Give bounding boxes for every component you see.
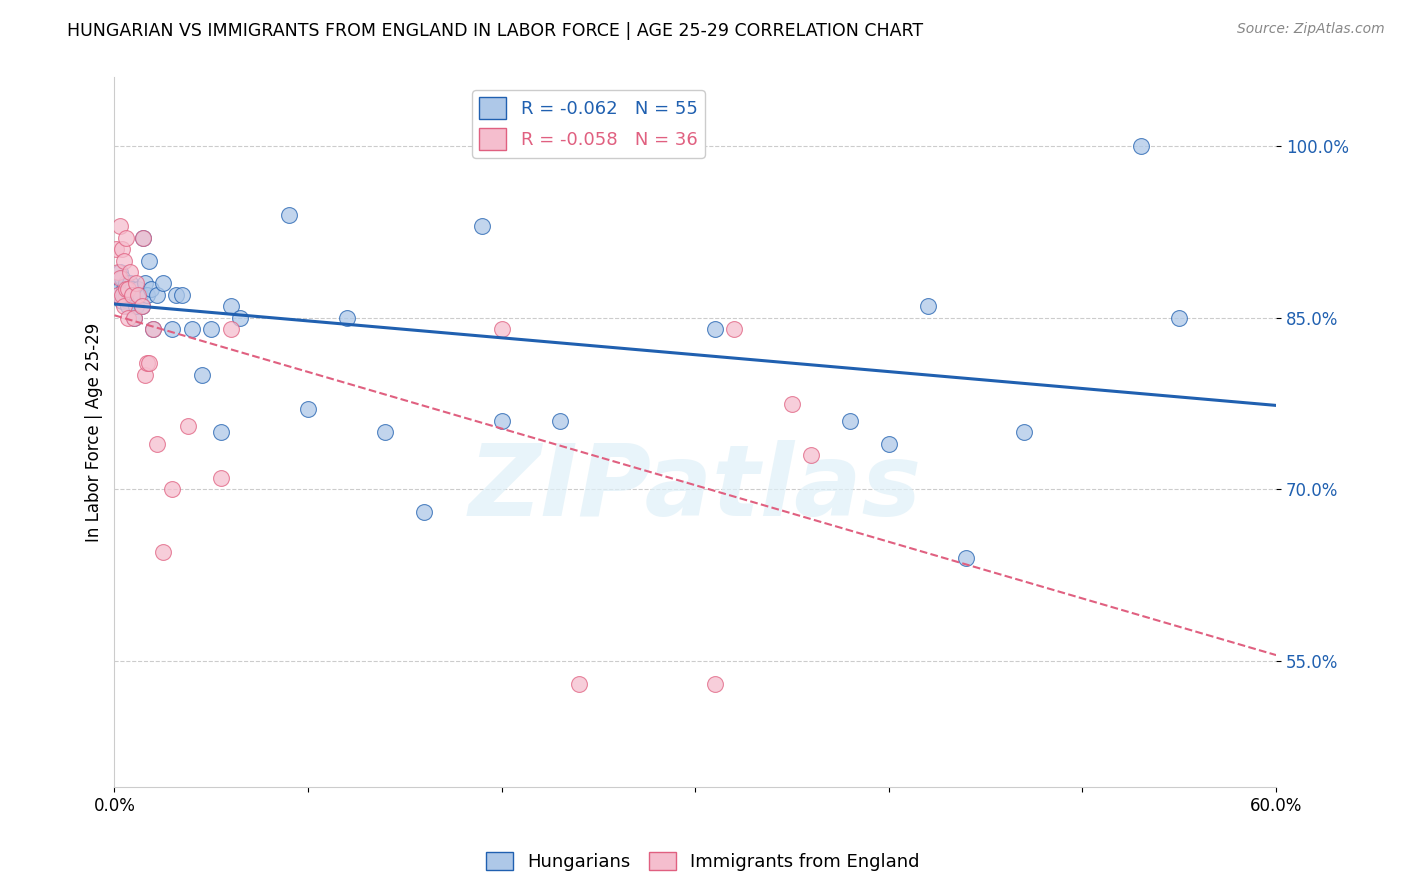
Legend: R = -0.062   N = 55, R = -0.058   N = 36: R = -0.062 N = 55, R = -0.058 N = 36 bbox=[472, 90, 704, 158]
Point bbox=[131, 299, 153, 313]
Point bbox=[800, 448, 823, 462]
Point bbox=[877, 436, 900, 450]
Point bbox=[110, 265, 132, 279]
Point bbox=[118, 277, 141, 291]
Point bbox=[105, 282, 128, 296]
Point bbox=[955, 551, 977, 566]
Y-axis label: In Labor Force | Age 25-29: In Labor Force | Age 25-29 bbox=[86, 323, 103, 541]
Point bbox=[112, 253, 135, 268]
Point bbox=[115, 230, 138, 244]
Point bbox=[127, 282, 149, 296]
Point bbox=[125, 299, 148, 313]
Point bbox=[491, 414, 513, 428]
Point bbox=[142, 322, 165, 336]
Point bbox=[111, 242, 134, 256]
Point bbox=[723, 322, 745, 336]
Point bbox=[471, 219, 494, 234]
Point bbox=[115, 282, 138, 296]
Point bbox=[172, 288, 194, 302]
Point bbox=[105, 242, 128, 256]
Point bbox=[839, 414, 862, 428]
Point bbox=[200, 322, 222, 336]
Point bbox=[219, 299, 242, 313]
Point bbox=[413, 505, 436, 519]
Point bbox=[136, 356, 159, 370]
Point bbox=[118, 265, 141, 279]
Point bbox=[127, 288, 149, 302]
Legend: Hungarians, Immigrants from England: Hungarians, Immigrants from England bbox=[479, 845, 927, 879]
Point bbox=[115, 277, 138, 291]
Point bbox=[110, 282, 132, 296]
Point bbox=[112, 282, 135, 296]
Point bbox=[112, 288, 135, 302]
Point bbox=[110, 270, 132, 285]
Point bbox=[107, 288, 129, 302]
Point bbox=[162, 322, 184, 336]
Point bbox=[121, 282, 143, 296]
Point bbox=[111, 270, 134, 285]
Point bbox=[117, 293, 139, 308]
Point bbox=[152, 277, 174, 291]
Point bbox=[146, 436, 169, 450]
Point bbox=[117, 310, 139, 325]
Point bbox=[1014, 425, 1036, 439]
Point bbox=[336, 310, 359, 325]
Point bbox=[134, 277, 156, 291]
Point bbox=[118, 288, 141, 302]
Point bbox=[107, 288, 129, 302]
Point bbox=[568, 677, 591, 691]
Point bbox=[1129, 139, 1152, 153]
Point bbox=[297, 402, 319, 417]
Point bbox=[110, 219, 132, 234]
Point bbox=[548, 414, 571, 428]
Point bbox=[780, 396, 803, 410]
Point bbox=[917, 299, 939, 313]
Point bbox=[152, 545, 174, 559]
Point bbox=[162, 483, 184, 497]
Point bbox=[111, 293, 134, 308]
Point bbox=[115, 288, 138, 302]
Text: Source: ZipAtlas.com: Source: ZipAtlas.com bbox=[1237, 22, 1385, 37]
Point bbox=[229, 310, 252, 325]
Text: HUNGARIAN VS IMMIGRANTS FROM ENGLAND IN LABOR FORCE | AGE 25-29 CORRELATION CHAR: HUNGARIAN VS IMMIGRANTS FROM ENGLAND IN … bbox=[67, 22, 924, 40]
Point bbox=[122, 288, 145, 302]
Point bbox=[1168, 310, 1191, 325]
Point bbox=[374, 425, 396, 439]
Point bbox=[121, 288, 143, 302]
Point bbox=[180, 322, 202, 336]
Point bbox=[190, 368, 212, 382]
Point bbox=[138, 253, 160, 268]
Point bbox=[209, 471, 232, 485]
Point bbox=[141, 282, 163, 296]
Point bbox=[117, 299, 139, 313]
Point bbox=[131, 299, 153, 313]
Point bbox=[111, 288, 134, 302]
Point bbox=[703, 322, 725, 336]
Point bbox=[209, 425, 232, 439]
Point bbox=[134, 368, 156, 382]
Point bbox=[146, 288, 169, 302]
Point bbox=[128, 288, 150, 302]
Point bbox=[142, 322, 165, 336]
Point bbox=[132, 230, 155, 244]
Point bbox=[491, 322, 513, 336]
Point bbox=[125, 277, 148, 291]
Point bbox=[136, 288, 159, 302]
Point bbox=[122, 310, 145, 325]
Point bbox=[177, 419, 200, 434]
Point bbox=[117, 282, 139, 296]
Point bbox=[107, 265, 129, 279]
Point bbox=[107, 277, 129, 291]
Point bbox=[122, 310, 145, 325]
Point bbox=[138, 356, 160, 370]
Point bbox=[219, 322, 242, 336]
Point bbox=[132, 230, 155, 244]
Point bbox=[277, 208, 299, 222]
Point bbox=[703, 677, 725, 691]
Text: ZIPatlas: ZIPatlas bbox=[468, 441, 922, 537]
Point bbox=[165, 288, 187, 302]
Point bbox=[112, 299, 135, 313]
